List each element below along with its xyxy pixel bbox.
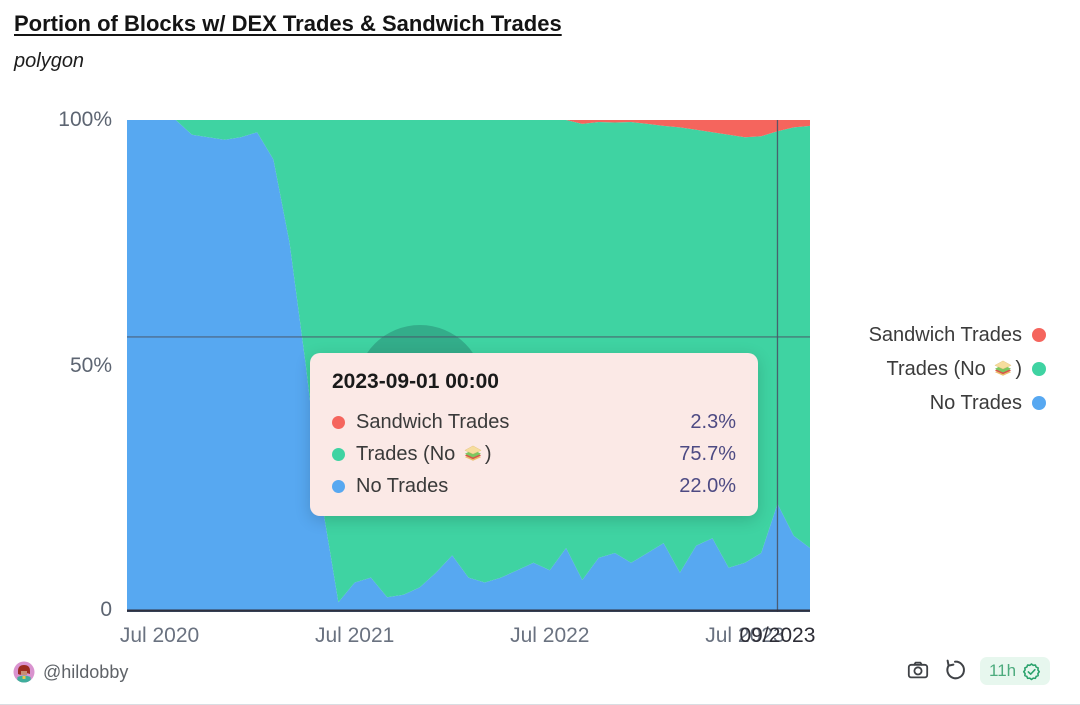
camera-icon: [907, 661, 929, 679]
tooltip-series-label: Sandwich Trades: [356, 410, 510, 433]
x-axis-tick-label: Jul 2021: [314, 624, 395, 647]
legend-item-label: Sandwich Trades: [868, 323, 1022, 346]
author-link[interactable]: @hildobby: [13, 661, 128, 683]
tooltip-series-value: 75.7%: [679, 442, 736, 465]
x-axis-tick-label: Jul 2022: [510, 624, 590, 647]
y-axis-tick-label: 50%: [69, 354, 112, 377]
author-avatar-icon: [13, 661, 35, 683]
freshness-badge[interactable]: 11h: [980, 657, 1051, 685]
x-axis-tick-label: Jul 2023: [705, 624, 785, 647]
tooltip-series-label: Trades (No ): [356, 442, 492, 465]
page-title: Portion of Blocks w/ DEX Trades & Sandwi…: [14, 11, 562, 36]
y-axis-tick-label: 0: [100, 598, 112, 621]
y-axis-tick-label: 100%: [58, 108, 112, 131]
series-area-sandwich-trades: [127, 120, 810, 138]
x-axis-tick-label: Jul 2020: [119, 624, 200, 647]
tooltip-series-value: 22.0%: [679, 474, 736, 497]
legend-item-sandwich-trades[interactable]: Sandwich Trades: [869, 318, 1046, 352]
legend-item-no-trades[interactable]: No Trades: [869, 386, 1046, 420]
tooltip-row: No Trades 22.0%: [332, 470, 736, 502]
legend-dot-icon: [1032, 328, 1046, 342]
verified-icon: [1023, 662, 1041, 680]
tooltip-row: Sandwich Trades 2.3%: [332, 406, 736, 438]
chart-legend: Sandwich Trades Trades (No ) No Trades: [869, 318, 1046, 420]
sandwich-icon: [994, 360, 1012, 376]
legend-dot-icon: [1032, 396, 1046, 410]
tooltip-series-label: No Trades: [356, 474, 449, 497]
tooltip-row: Trades (No ) 75.7%: [332, 438, 736, 470]
legend-dot-icon: [1032, 362, 1046, 376]
freshness-text: 11h: [989, 661, 1017, 680]
tooltip-title: 2023-09-01 00:00: [332, 370, 499, 393]
refresh-icon: [946, 659, 965, 680]
page-subtitle: polygon: [14, 50, 85, 72]
screenshot-button[interactable]: [906, 658, 930, 682]
refresh-button[interactable]: [943, 658, 967, 682]
legend-item-label: Trades (No ): [886, 357, 1022, 380]
axis-pointer-label: 09/2023: [739, 624, 816, 647]
legend-item-trades-no-[interactable]: Trades (No ): [869, 352, 1046, 386]
series-area-no-trades: [127, 120, 810, 612]
sandwich-icon: [464, 445, 482, 461]
tooltip-series-value: 2.3%: [690, 410, 736, 433]
chart-tooltip: 2023-09-01 00:00 Sandwich Trades 2.3% Trad…: [310, 353, 758, 516]
tooltip-series-dot-icon: [332, 479, 345, 493]
legend-item-label: No Trades: [929, 391, 1022, 414]
author-handle[interactable]: @hildobby: [43, 661, 129, 682]
tooltip-series-dot-icon: [332, 447, 345, 461]
tooltip-series-dot-icon: [332, 415, 345, 429]
